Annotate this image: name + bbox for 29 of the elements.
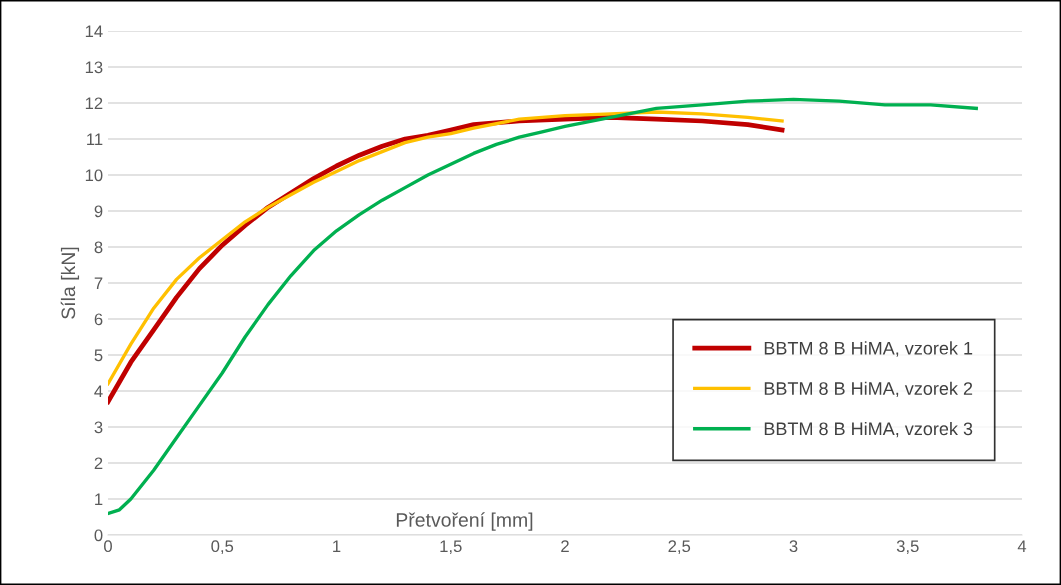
legend-label: BBTM 8 B HiMA, vzorek 3 [764, 421, 973, 438]
y-tick-label: 7 [94, 277, 103, 290]
y-tick-label: 8 [94, 241, 103, 254]
legend-label: BBTM 8 B HiMA, vzorek 1 [764, 341, 973, 357]
x-tick-label: 0,5 [211, 540, 234, 555]
x-tick-label: 2,5 [668, 540, 691, 555]
y-tick-label: 0 [94, 529, 103, 542]
y-axis-title: Síla [kN] [60, 247, 80, 319]
y-tick-label: 2 [94, 457, 103, 470]
y-tick-label: 12 [85, 97, 103, 110]
x-tick-label: 0 [104, 540, 112, 553]
legend-label: BBTM 8 B HiMA, vzorek 2 [764, 381, 973, 398]
x-tick-label: 1 [333, 540, 341, 552]
y-tick-label: 3 [94, 421, 103, 434]
y-tick-label: 1 [95, 493, 103, 506]
y-tick-label: 10 [85, 169, 103, 182]
x-tick-label: 3,5 [896, 540, 919, 555]
x-tick-label: 3 [789, 540, 798, 553]
y-tick-label: 11 [87, 133, 103, 146]
x-tick-label: 4 [1017, 540, 1027, 552]
y-tick-label: 14 [85, 25, 103, 38]
x-tick-label: 1,5 [440, 540, 462, 555]
y-tick-label: 13 [85, 61, 103, 74]
y-tick-label: 6 [94, 313, 103, 326]
y-tick-label: 4 [94, 385, 103, 398]
x-tick-label: 2 [561, 540, 569, 552]
y-tick-label: 9 [94, 205, 103, 218]
x-axis-title: Přetvoření [mm] [396, 512, 533, 531]
y-tick-label: 5 [94, 349, 103, 362]
